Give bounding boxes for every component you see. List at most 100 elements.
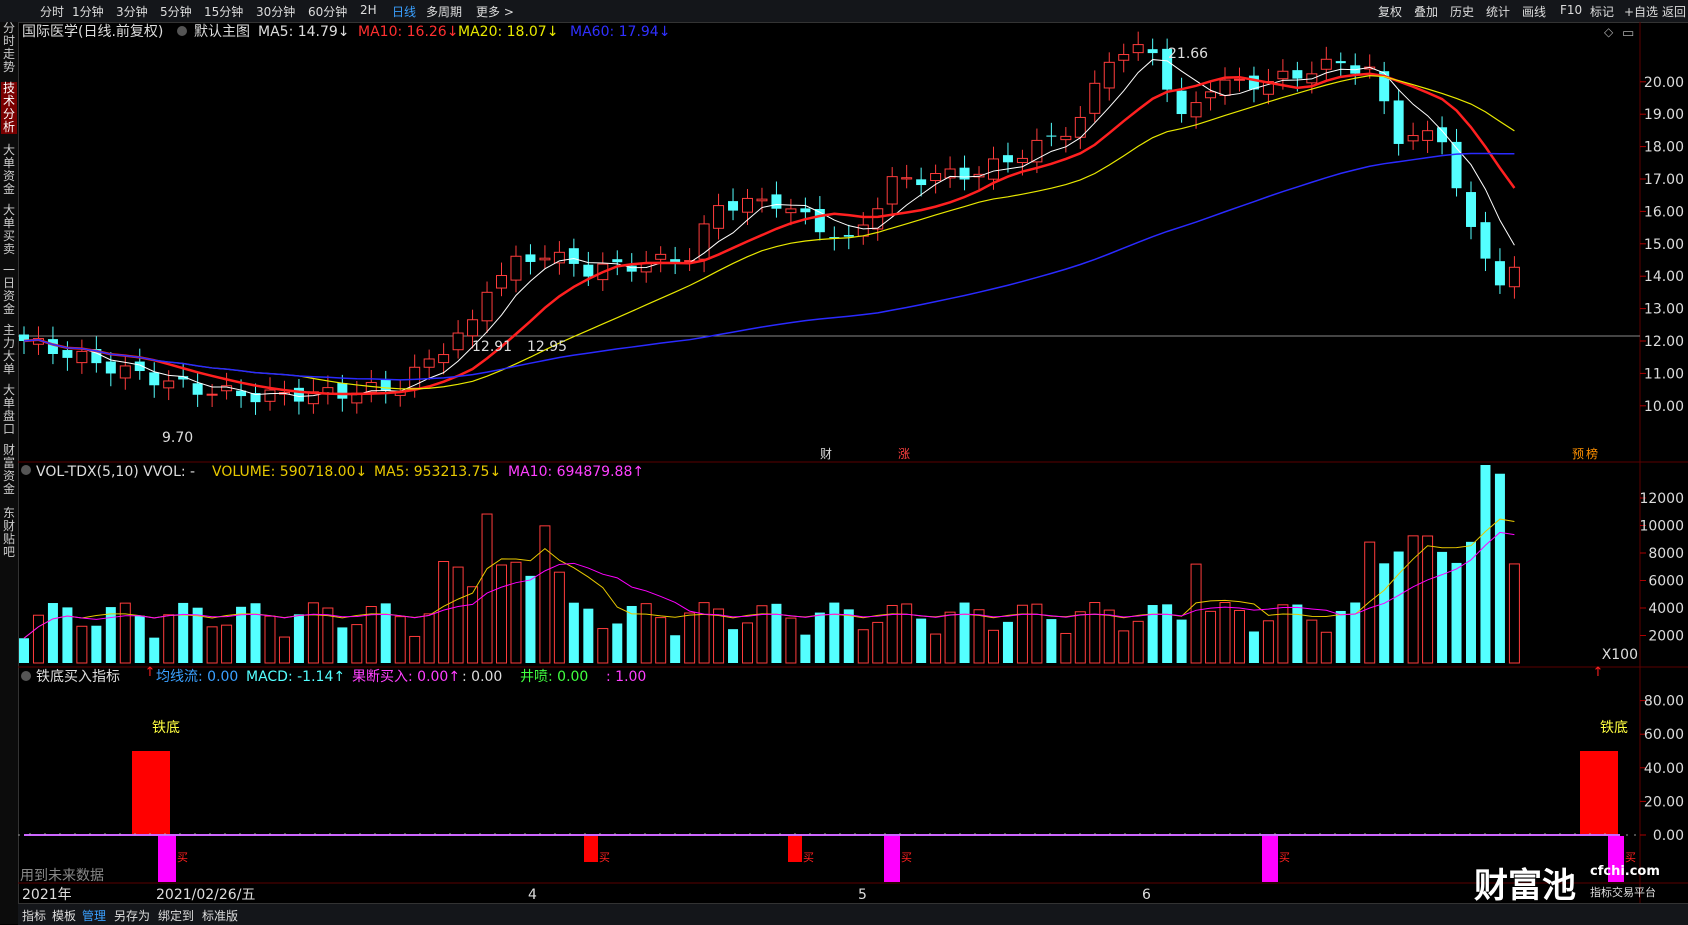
indicator-dot: [1199, 833, 1201, 835]
history-button[interactable]: 历史: [1450, 5, 1475, 19]
side-tab-technical[interactable]: 技术分析: [1, 81, 17, 134]
candle-body: [973, 173, 985, 178]
indicator-dot: [269, 833, 271, 835]
indicator-dot: [644, 833, 646, 835]
bottom-save-as-button[interactable]: 另存为: [114, 909, 151, 923]
window-icon[interactable]: ▭: [1622, 26, 1634, 41]
draw-button[interactable]: 画线: [1522, 5, 1547, 19]
volume-bar: [1466, 541, 1476, 663]
add-watchlist-button[interactable]: +自选: [1624, 5, 1659, 19]
candle-body: [1393, 100, 1404, 144]
indicator-field-2: MACD: -1.14↑: [246, 669, 345, 685]
volume-bar: [1176, 619, 1187, 663]
x-label-cursor-date: 2021/02/26/五: [156, 887, 255, 903]
bottom-standard-button[interactable]: 标准版: [202, 909, 239, 923]
volume-bar: [1335, 610, 1346, 663]
indicator-dot: [1289, 833, 1291, 835]
level-b-annotation: 12.95: [527, 339, 567, 355]
indicator-dot: [854, 833, 856, 835]
indicator-dot: [539, 833, 541, 835]
indicator-dot: [389, 833, 391, 835]
candle-body: [916, 179, 927, 186]
volume-bar: [337, 627, 348, 663]
indicator-collapse-icon[interactable]: [21, 671, 31, 681]
candle-body: [1089, 82, 1101, 114]
volume-collapse-icon[interactable]: [21, 465, 31, 475]
volume-bars-layer: [19, 465, 1520, 664]
volume-tick-label: 8000: [1648, 546, 1684, 562]
candle-body: [337, 383, 348, 399]
side-tab-day-funds[interactable]: 一日资金: [2, 263, 15, 316]
mark-button[interactable]: 标记: [1590, 5, 1615, 19]
side-tab-order-book[interactable]: 大单盘口: [2, 383, 15, 436]
template-menu-icon[interactable]: [177, 26, 187, 36]
candle-body: [105, 361, 116, 374]
stats-button[interactable]: 统计: [1486, 5, 1511, 19]
bottom-indicator-button[interactable]: 指标: [22, 909, 47, 923]
stock-title: 国际医学(日线.前复权): [22, 23, 163, 40]
ma5-line: [23, 59, 1515, 397]
fuquan-button[interactable]: 复权: [1378, 5, 1403, 19]
candle-body: [814, 209, 825, 233]
candle-body: [756, 198, 768, 202]
event-tag-bang: 榜: [1586, 446, 1598, 461]
volume-bar: [134, 615, 145, 663]
candle-body: [293, 387, 304, 402]
side-tab-main-big[interactable]: 主力大单: [2, 323, 15, 376]
price-annotations: 21.66 9.70 12.91 12.95 财 涨 预 榜: [162, 46, 1598, 461]
indicator-dot: [1349, 833, 1351, 835]
side-tab-forum[interactable]: 东财贴吧: [2, 506, 15, 559]
volume-ma10-line: [23, 531, 1515, 639]
side-tab-big-trades[interactable]: 大单买卖: [2, 203, 15, 256]
indicator-dot: [134, 833, 136, 835]
timeframe-1min[interactable]: 1分钟: [72, 5, 104, 19]
candle-body: [1379, 71, 1390, 102]
candle-body: [1176, 90, 1187, 115]
volume-bar: [1219, 602, 1231, 664]
volume-bar: [1320, 631, 1332, 664]
indicator-dot: [74, 833, 76, 835]
diamond-icon[interactable]: ◇: [1604, 25, 1614, 39]
timeframe-daily[interactable]: 日线: [392, 5, 417, 19]
overlay-button[interactable]: 叠加: [1414, 5, 1439, 19]
f10-button[interactable]: F10: [1560, 3, 1583, 17]
bottom-template-button[interactable]: 模板: [52, 909, 77, 923]
volume-bar: [756, 605, 768, 664]
side-tab-big-funds[interactable]: 大单资金: [2, 143, 15, 196]
ma60-line: [23, 152, 1515, 381]
timeframe-more[interactable]: 更多 >: [476, 5, 514, 19]
volume-bar: [1031, 603, 1043, 664]
indicator-dot: [494, 833, 496, 835]
timeframe-multi[interactable]: 多周期: [426, 5, 463, 19]
candle-body: [149, 372, 160, 386]
indicator-field-1: 均线流: 0.00: [156, 669, 238, 685]
indicator-dot: [1229, 833, 1231, 835]
timeframe-fenshi[interactable]: 分时: [40, 5, 65, 19]
back-button[interactable]: 返回: [1662, 5, 1687, 19]
side-tab-wealth-funds[interactable]: 财富资金: [2, 443, 15, 496]
volume-bar: [1147, 605, 1158, 663]
bottom-bind-button[interactable]: 绑定到: [158, 909, 195, 923]
left-side-tabs: 分时走势 技术分析 大单资金 大单买卖 一日资金 主力大单 大单盘口 财富资金 …: [0, 22, 19, 924]
side-tab-fenshi[interactable]: 分时走势: [2, 21, 15, 74]
timeframe-2h[interactable]: 2H: [360, 3, 377, 17]
sell-signal-mark: 买: [1279, 851, 1290, 864]
indicator-dot: [824, 833, 826, 835]
candle-body: [206, 393, 218, 396]
indicator-dot: [614, 833, 616, 835]
timeframe-5min[interactable]: 5分钟: [160, 5, 192, 19]
indicator-dot: [449, 833, 451, 835]
indicator-dot: [1574, 833, 1576, 835]
candle-body: [510, 255, 522, 281]
timeframe-60min[interactable]: 60分钟: [308, 5, 348, 19]
volume-bar: [1480, 465, 1491, 663]
candle-body: [1233, 78, 1245, 81]
bottom-manage-button[interactable]: 管理: [82, 909, 107, 923]
candle-body: [134, 361, 145, 372]
timeframe-3min[interactable]: 3分钟: [116, 5, 148, 19]
timeframe-30min[interactable]: 30分钟: [256, 5, 296, 19]
timeframe-15min[interactable]: 15分钟: [204, 5, 244, 19]
indicator-dot: [959, 833, 961, 835]
indicator-dot: [1109, 833, 1111, 835]
